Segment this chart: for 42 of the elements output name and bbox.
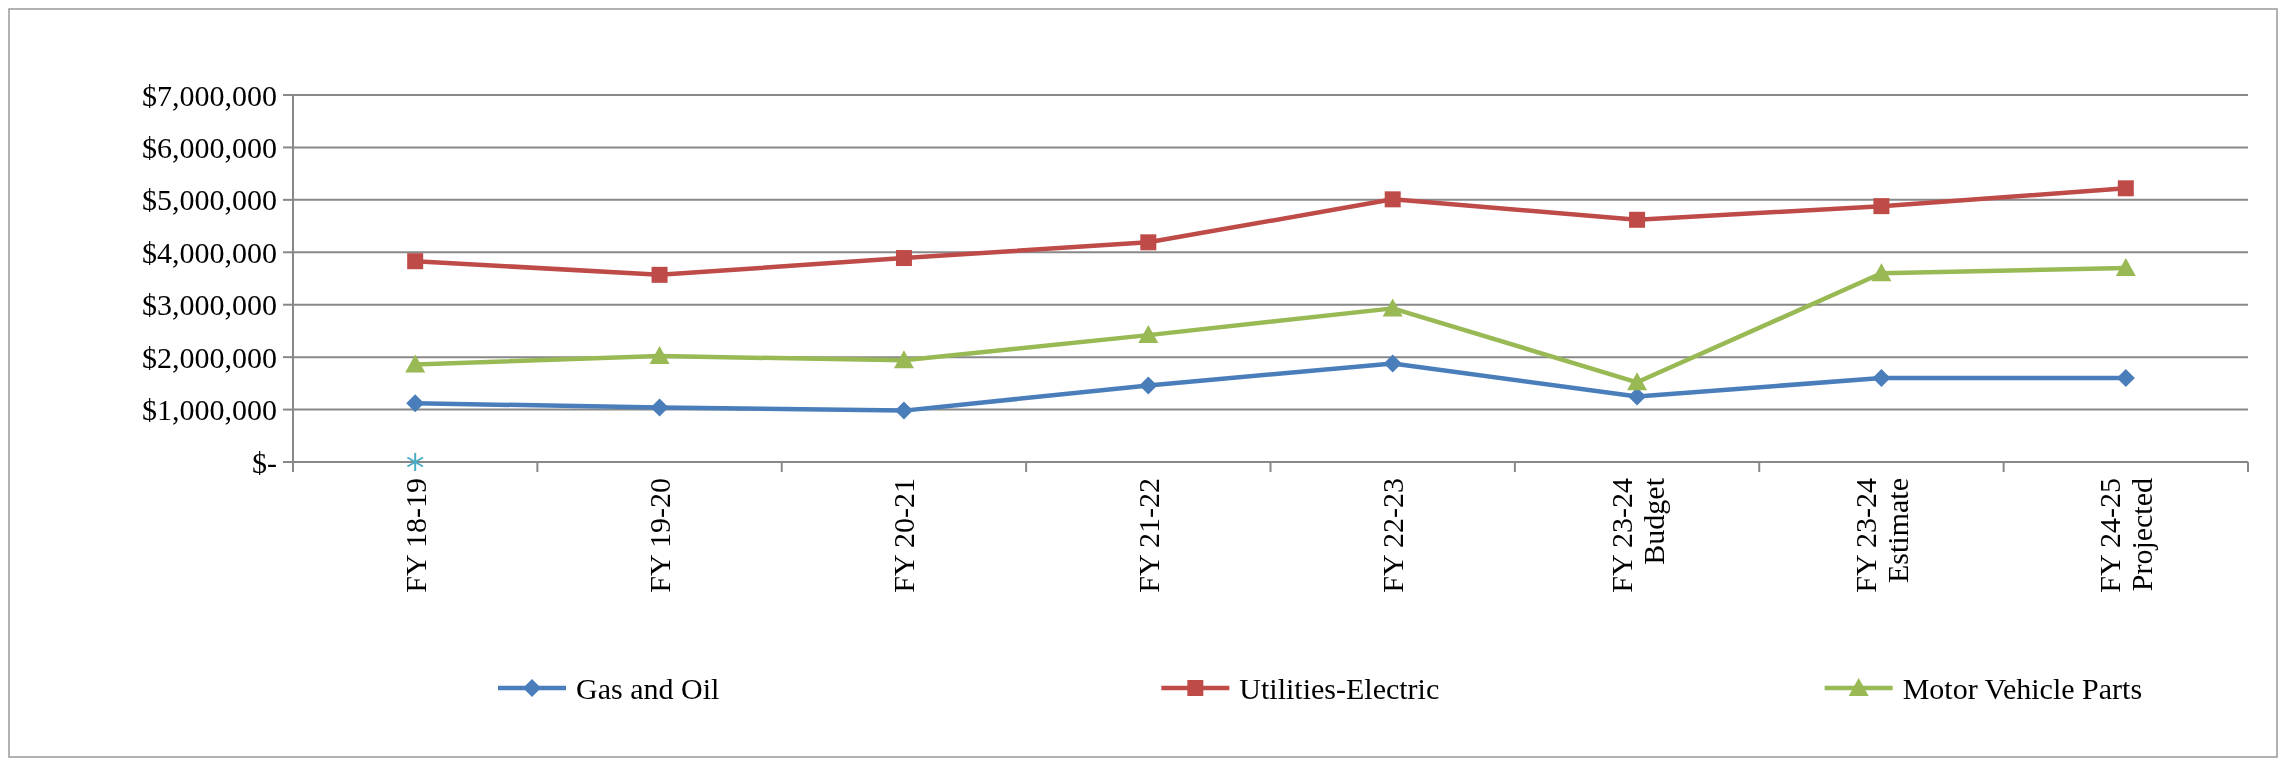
legend-label: Motor Vehicle Parts (1902, 671, 2143, 705)
point (1627, 372, 1648, 391)
point (406, 452, 424, 472)
x-tick-label: FY 20-21 (887, 478, 921, 593)
point (650, 398, 669, 417)
y-tick-label: $2,000,000 (142, 340, 277, 374)
point (2115, 258, 2136, 277)
x-tick-label: FY 18-19 (398, 478, 432, 593)
point (649, 346, 670, 365)
x-tick-label: FY 22-23 (1376, 478, 1410, 593)
point (1873, 198, 1890, 215)
point (1138, 325, 1159, 344)
point (406, 394, 425, 413)
x-tick-label: FY 24-25 Projected (2093, 478, 2159, 593)
point (2117, 180, 2134, 197)
point (407, 253, 424, 270)
y-tick-label: $4,000,000 (142, 235, 277, 269)
point (651, 266, 668, 283)
point (1384, 191, 1401, 208)
y-tick-label: $- (252, 445, 277, 479)
y-tick-label: $6,000,000 (142, 130, 277, 164)
point (405, 354, 426, 373)
point (893, 350, 914, 369)
y-tick-label: $1,000,000 (142, 393, 277, 427)
y-tick-label: $5,000,000 (142, 183, 277, 217)
y-tick-label: $7,000,000 (142, 78, 277, 112)
point (1871, 263, 1892, 282)
x-tick-label: FY 19-20 (643, 478, 677, 593)
point (1629, 211, 1646, 228)
legend-label: Utilities-Electric (1239, 671, 1440, 705)
point (1140, 234, 1157, 251)
legend-label: Gas and Oil (576, 671, 720, 705)
point (1383, 354, 1402, 373)
x-tick-label: FY 23-24 Budget (1604, 477, 1670, 593)
point (895, 250, 912, 267)
x-tick-label: FY 23-24 Estimate (1848, 478, 1914, 593)
y-tick-label: $3,000,000 (142, 288, 277, 322)
point (1382, 298, 1403, 317)
point (1872, 369, 1891, 388)
x-tick-label: FY 21-22 (1131, 478, 1165, 593)
point (1139, 376, 1158, 395)
point (894, 401, 913, 420)
